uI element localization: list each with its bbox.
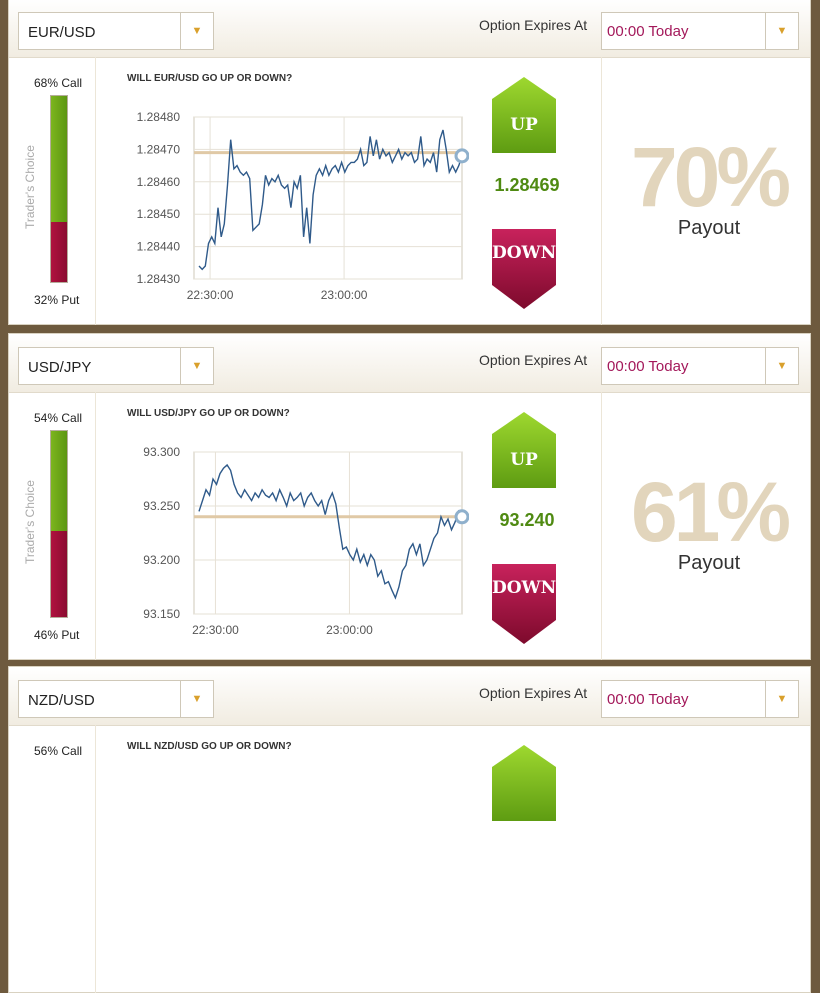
up-button-label: UP: [510, 115, 538, 135]
down-button-label: DOWN: [492, 243, 557, 263]
down-button-label: DOWN: [492, 578, 557, 598]
call-fill: [51, 431, 67, 532]
expiry-dropdown[interactable]: 00:00 Today ▼: [601, 12, 799, 50]
y-tick-label: 93.300: [143, 445, 180, 459]
down-arrow-icon: [492, 229, 556, 309]
divider: [95, 725, 96, 993]
dropdown-toggle[interactable]: ▼: [180, 348, 213, 384]
chevron-down-icon: ▼: [776, 360, 788, 372]
y-tick-label: 1.28440: [137, 240, 181, 254]
x-tick-label: 22:30:00: [192, 623, 239, 637]
chevron-down-icon: ▼: [191, 693, 203, 705]
current-price: 1.28469: [494, 175, 560, 195]
payout-label: Payout: [677, 552, 741, 574]
call-percentage: 56% Call: [34, 744, 83, 758]
down-arrow-icon: [492, 564, 556, 644]
expiry-dropdown[interactable]: 00:00 Today ▼: [601, 347, 799, 385]
asset-pair-dropdown[interactable]: EUR/USD ▼: [18, 12, 214, 50]
y-tick-label: 1.28470: [137, 142, 181, 156]
x-tick-label: 23:00:00: [326, 623, 373, 637]
option-panel-usd-jpy: USD/JPY ▼ Option Expires At 00:00 Today …: [8, 333, 811, 660]
x-tick-label: 23:00:00: [321, 288, 368, 302]
up-arrow-icon: [492, 412, 556, 488]
asset-pair-value: USD/JPY: [28, 359, 92, 376]
plot-area: [193, 451, 463, 615]
price-chart: 93.300 93.250 93.200 93.150 22:30:00 23:00:00: [143, 445, 469, 637]
payout-label: Payout: [677, 217, 741, 239]
y-tick-label: 1.28460: [137, 175, 181, 189]
panel-header: NZD/USD ▼ Option Expires At 00:00 Today …: [9, 667, 810, 726]
expiry-value: 00:00 Today: [607, 691, 689, 708]
traders-choice-bar: [50, 95, 68, 283]
expires-label: Option Expires At: [479, 685, 588, 701]
chevron-down-icon: ▼: [776, 25, 788, 37]
option-panel-nzd-usd: NZD/USD ▼ Option Expires At 00:00 Today …: [8, 666, 811, 993]
asset-pair-dropdown[interactable]: USD/JPY ▼: [18, 347, 214, 385]
y-tick-label: 1.28430: [137, 272, 181, 286]
payout-percentage: 70%: [630, 130, 791, 224]
price-chart: 1.28480 1.28470 1.28460 1.28450 1.28440 1.284…: [137, 110, 469, 302]
expiry-value: 00:00 Today: [607, 358, 689, 375]
panel-body: 68% Call Trader's Choice 32% Put WILL EU…: [9, 57, 810, 325]
panel-header: EUR/USD ▼ Option Expires At 00:00 Today …: [9, 0, 810, 58]
traders-choice-label: Trader's Choice: [23, 480, 37, 564]
panel-header: USD/JPY ▼ Option Expires At 00:00 Today …: [9, 334, 810, 393]
up-button[interactable]: UP: [492, 77, 556, 153]
question-title: WILL EUR/USD GO UP OR DOWN?: [127, 73, 293, 84]
up-button[interactable]: UP: [492, 412, 556, 488]
y-tick-label: 93.150: [143, 607, 180, 621]
divider: [95, 392, 96, 660]
payout-percentage: 61%: [630, 465, 791, 559]
panel-body: 56% Call WILL NZD/USD GO UP OR DOWN?: [9, 725, 810, 993]
traders-choice-bar: [50, 430, 68, 618]
y-tick-label: 1.28450: [137, 207, 181, 221]
call-percentage: 68% Call: [34, 76, 83, 90]
dropdown-toggle[interactable]: ▼: [180, 13, 213, 49]
expires-label: Option Expires At: [479, 352, 588, 368]
up-button[interactable]: [492, 745, 556, 821]
dropdown-toggle[interactable]: ▼: [765, 13, 798, 49]
dropdown-toggle[interactable]: ▼: [180, 681, 213, 717]
asset-pair-value: EUR/USD: [28, 24, 96, 41]
price-line: [198, 129, 463, 271]
chevron-down-icon: ▼: [191, 360, 203, 372]
traders-choice-label: Trader's Choice: [23, 145, 37, 229]
question-title: WILL USD/JPY GO UP OR DOWN?: [127, 408, 290, 419]
price-line: [198, 463, 463, 600]
expiry-value: 00:00 Today: [607, 23, 689, 40]
current-price-marker: [454, 509, 469, 525]
dropdown-toggle[interactable]: ▼: [765, 681, 798, 717]
y-tick-label: 93.200: [143, 553, 180, 567]
put-fill: [51, 531, 67, 617]
asset-pair-dropdown[interactable]: NZD/USD ▼: [18, 680, 214, 718]
up-button-label: UP: [510, 450, 538, 470]
question-title: WILL NZD/USD GO UP OR DOWN?: [127, 741, 292, 752]
asset-pair-value: NZD/USD: [28, 692, 95, 709]
option-panel-eur-usd: EUR/USD ▼ Option Expires At 00:00 Today …: [8, 0, 811, 325]
put-percentage: 46% Put: [34, 628, 80, 642]
plot-area: [193, 116, 463, 280]
dropdown-toggle[interactable]: ▼: [765, 348, 798, 384]
current-price: 93.240: [499, 510, 555, 530]
panel-body: 54% Call Trader's Choice 46% Put WILL US…: [9, 392, 810, 660]
chevron-down-icon: ▼: [191, 25, 203, 37]
chevron-down-icon: ▼: [776, 693, 788, 705]
x-tick-label: 22:30:00: [187, 288, 234, 302]
y-tick-label: 93.250: [143, 499, 180, 513]
expires-label: Option Expires At: [479, 17, 588, 33]
down-button[interactable]: DOWN: [492, 564, 556, 644]
current-price-marker: [454, 148, 469, 164]
up-arrow-icon: [492, 77, 556, 153]
up-arrow-icon: [492, 745, 556, 821]
down-button[interactable]: DOWN: [492, 229, 556, 309]
put-percentage: 32% Put: [34, 293, 80, 307]
put-fill: [51, 222, 67, 282]
divider: [601, 57, 602, 325]
y-tick-label: 1.28480: [137, 110, 181, 124]
expiry-dropdown[interactable]: 00:00 Today ▼: [601, 680, 799, 718]
divider: [95, 57, 96, 325]
call-percentage: 54% Call: [34, 411, 83, 425]
call-fill: [51, 96, 67, 223]
divider: [601, 392, 602, 660]
